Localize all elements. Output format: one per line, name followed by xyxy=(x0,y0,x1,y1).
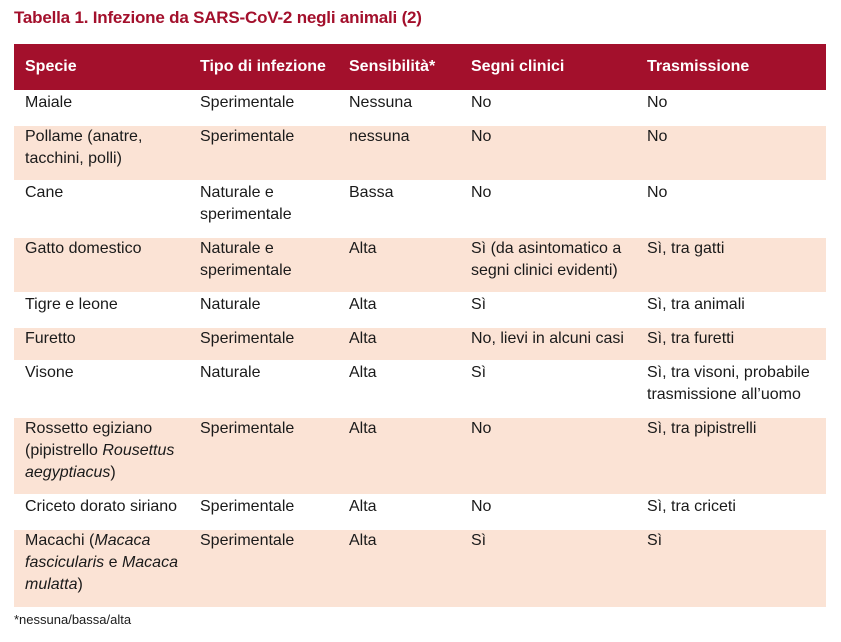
cell-specie: Visone xyxy=(14,360,189,417)
table-row: Criceto dorato siriano Sperimentale Alta… xyxy=(14,494,826,529)
cell-trasmissione: Sì, tra pipistrelli xyxy=(636,416,826,495)
cell-specie: Cane xyxy=(14,180,189,237)
header-tipo-infezione: Tipo di infezione xyxy=(189,44,338,91)
cell-segni: Sì xyxy=(460,292,636,327)
table-row: Pollame (anatre, tacchini, polli) Sperime… xyxy=(14,124,826,181)
cell-trasmissione: No xyxy=(636,124,826,181)
cell-specie: Gatto domestico xyxy=(14,236,189,293)
table-row: Tigre e leone Naturale Alta Sì Sì, tra a… xyxy=(14,292,826,327)
cell-segni: No xyxy=(460,90,636,125)
cell-specie: Rossetto egiziano (pipistrello Rousettus… xyxy=(14,416,189,495)
cell-trasmissione: Sì, tra gatti xyxy=(636,236,826,293)
cell-specie: Furetto xyxy=(14,326,189,361)
cell-sensibilita: Alta xyxy=(338,360,460,417)
header-trasmissione: Trasmissione xyxy=(636,44,826,91)
cell-tipo: Sperimentale xyxy=(189,326,338,361)
cell-specie: Tigre e leone xyxy=(14,292,189,327)
cell-sensibilita: nessuna xyxy=(338,124,460,181)
table-title: Tabella 1. Infezione da SARS-CoV-2 negli… xyxy=(14,8,422,27)
cell-tipo: Sperimentale xyxy=(189,494,338,529)
table-row: Maiale Sperimentale Nessuna No No xyxy=(14,90,826,125)
table-row: Visone Naturale Alta Sì Sì, tra visoni, … xyxy=(14,360,826,417)
cell-tipo: Sperimentale xyxy=(189,124,338,181)
cell-segni: No xyxy=(460,416,636,495)
cell-trasmissione: Sì xyxy=(636,528,826,607)
cell-tipo: Sperimentale xyxy=(189,416,338,495)
table-row: Macachi (Macaca fascicularis e Macaca mu… xyxy=(14,528,826,607)
table-row: Furetto Sperimentale Alta No, lievi in a… xyxy=(14,326,826,361)
cell-segni: Sì (da asintomatico a segni clinici evide… xyxy=(460,236,636,293)
cell-tipo: Sperimentale xyxy=(189,528,338,607)
cell-specie: Criceto dorato siriano xyxy=(14,494,189,529)
cell-trasmissione: Sì, tra visoni, probabile trasmissione al… xyxy=(636,360,826,417)
cell-tipo: Sperimentale xyxy=(189,90,338,125)
table-header-row: Specie Tipo di infezione Sensibilità* Se… xyxy=(14,44,826,91)
cell-sensibilita: Alta xyxy=(338,494,460,529)
cell-segni: No, lievi in alcuni casi xyxy=(460,326,636,361)
cell-tipo: Naturale e sperimentale xyxy=(189,236,338,293)
cell-specie: Macachi (Macaca fascicularis e Macaca mu… xyxy=(14,528,189,607)
cell-sensibilita: Alta xyxy=(338,416,460,495)
cell-sensibilita: Alta xyxy=(338,528,460,607)
cell-sensibilita: Alta xyxy=(338,292,460,327)
cell-trasmissione: Sì, tra animali xyxy=(636,292,826,327)
cell-tipo: Naturale xyxy=(189,360,338,417)
table-row: Cane Naturale e sperimentale Bassa No No xyxy=(14,180,826,237)
infection-table: Specie Tipo di infezione Sensibilità* Se… xyxy=(14,44,826,607)
table-row: Rossetto egiziano (pipistrello Rousettus… xyxy=(14,416,826,495)
cell-sensibilita: Alta xyxy=(338,326,460,361)
cell-sensibilita: Nessuna xyxy=(338,90,460,125)
cell-segni: No xyxy=(460,494,636,529)
header-sensibilita: Sensibilità* xyxy=(338,44,460,91)
cell-sensibilita: Bassa xyxy=(338,180,460,237)
footnote: *nessuna/bassa/alta xyxy=(14,612,132,627)
cell-trasmissione: No xyxy=(636,180,826,237)
header-segni-clinici: Segni clinici xyxy=(460,44,636,91)
cell-tipo: Naturale e sperimentale xyxy=(189,180,338,237)
cell-trasmissione: Sì, tra criceti xyxy=(636,494,826,529)
cell-segni: Sì xyxy=(460,360,636,417)
cell-sensibilita: Alta xyxy=(338,236,460,293)
header-specie: Specie xyxy=(14,44,189,91)
cell-trasmissione: No xyxy=(636,90,826,125)
cell-specie: Maiale xyxy=(14,90,189,125)
cell-segni: No xyxy=(460,180,636,237)
cell-tipo: Naturale xyxy=(189,292,338,327)
cell-specie: Pollame (anatre, tacchini, polli) xyxy=(14,124,189,181)
cell-segni: Sì xyxy=(460,528,636,607)
cell-segni: No xyxy=(460,124,636,181)
table-row: Gatto domestico Naturale e sperimentale A… xyxy=(14,236,826,293)
cell-trasmissione: Sì, tra furetti xyxy=(636,326,826,361)
